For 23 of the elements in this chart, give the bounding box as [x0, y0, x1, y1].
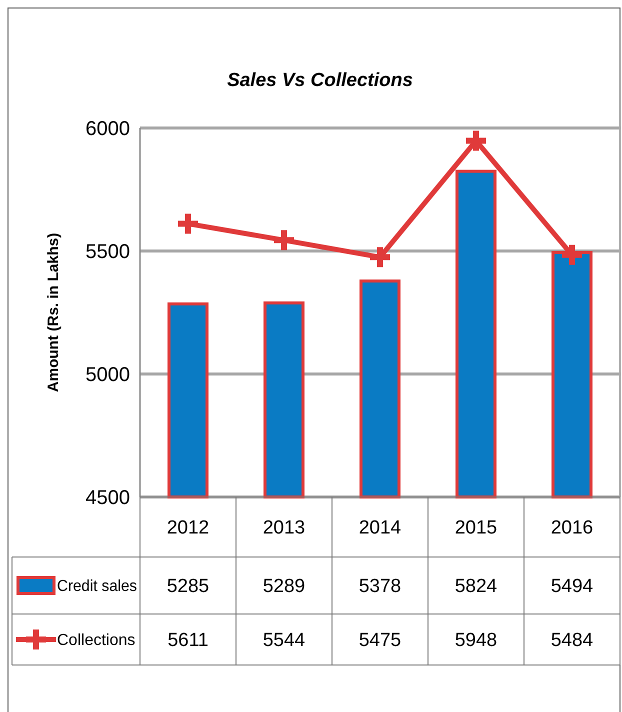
data-label: 5475	[358, 630, 402, 652]
data-label: 5484	[550, 630, 594, 652]
x-tick-label: 2014	[358, 518, 402, 539]
chart-title: Sales Vs Collections	[227, 70, 413, 91]
y-axis-title: Amount (Rs. in Lakhs)	[45, 232, 62, 392]
x-tick-label: 2012	[166, 518, 210, 539]
data-label: 5378	[358, 576, 402, 598]
data-label: 5611	[168, 630, 208, 652]
y-tick-label: 5000	[86, 364, 130, 386]
data-label: 5544	[262, 630, 306, 652]
y-tick-label: 6000	[86, 118, 130, 140]
data-label: 5824	[454, 576, 498, 598]
data-label: 5285	[166, 576, 210, 598]
legend-label: Collections	[57, 632, 136, 650]
data-label: 5494	[550, 576, 594, 598]
legend-label: Credit sales	[57, 578, 142, 596]
x-tick-label: 2015	[454, 518, 498, 539]
x-tick-label: 2016	[550, 518, 594, 539]
y-tick-label: 5500	[86, 241, 130, 263]
data-label: 5289	[262, 576, 306, 598]
data-label: 5948	[454, 630, 498, 652]
y-tick-label: 4500	[86, 487, 130, 509]
x-tick-label: 2013	[262, 518, 306, 539]
